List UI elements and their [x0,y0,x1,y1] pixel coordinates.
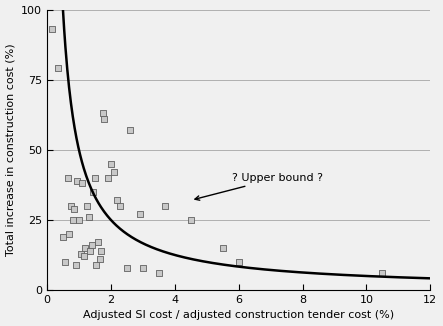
Point [86,248,93,253]
Point [107,161,114,167]
Point [136,212,143,217]
Point [379,271,386,276]
Point [96,257,103,262]
Point [80,254,87,259]
Point [66,231,73,237]
Point [78,181,85,186]
Point [162,203,169,209]
Point [98,248,105,253]
Point [99,111,106,116]
Point [101,116,108,122]
Point [127,127,134,133]
Point [72,262,79,267]
Point [123,265,130,270]
Point [219,245,226,251]
Point [77,251,84,256]
Point [83,203,90,209]
Point [139,265,146,270]
Point [117,203,124,209]
Point [93,262,100,267]
Point [59,234,66,239]
Point [67,203,74,209]
Point [235,259,242,265]
Point [114,198,121,203]
Text: ? Upper bound ?: ? Upper bound ? [195,173,323,200]
Point [91,175,98,181]
Point [155,271,162,276]
Point [69,217,76,223]
Point [104,175,111,181]
Point [90,189,97,195]
Point [54,66,62,71]
Point [75,217,82,223]
Point [94,240,101,245]
Point [82,245,89,251]
Point [64,175,71,181]
Point [85,215,92,220]
Point [187,217,194,223]
X-axis label: Adjusted SI cost / adjusted construction tender cost (%): Adjusted SI cost / adjusted construction… [83,310,394,320]
Point [110,170,117,175]
Point [74,178,81,183]
Point [70,206,78,211]
Point [48,27,55,32]
Point [61,259,68,265]
Y-axis label: Total increase in construction cost (%): Total increase in construction cost (%) [6,43,16,256]
Point [88,243,95,248]
